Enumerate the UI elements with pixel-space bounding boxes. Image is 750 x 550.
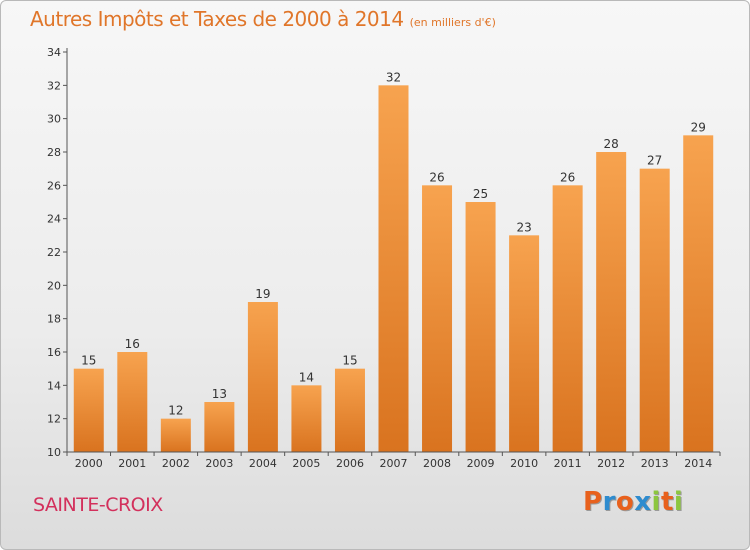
x-tick-label-2007: 2007	[380, 457, 408, 470]
data-label-2006: 15	[342, 354, 357, 368]
bar-2014	[683, 135, 714, 453]
x-tick-label-2008: 2008	[423, 457, 451, 470]
y-tick-label-16: 16	[47, 346, 61, 359]
bar-2010	[509, 235, 540, 452]
y-tick-label-10: 10	[47, 446, 61, 459]
bar-2007	[378, 85, 409, 452]
data-label-2007: 32	[386, 70, 401, 84]
x-tick-label-2013: 2013	[641, 457, 669, 470]
data-label-2001: 16	[125, 337, 140, 351]
commune-name: SAINTE-CROIX	[33, 494, 163, 516]
bars-group: 15 16 12 13 19 14 15 32 26 25 23 26 28 27 29	[73, 70, 714, 453]
data-label-2005: 14	[299, 370, 314, 384]
proxiti-logo: Proxiti	[583, 487, 683, 517]
data-label-2008: 26	[429, 170, 444, 184]
x-tick-label-2002: 2002	[162, 457, 190, 470]
data-label-2012: 28	[604, 137, 619, 151]
data-label-2004: 19	[255, 287, 270, 301]
logo-letter: i	[651, 487, 661, 517]
data-label-2003: 13	[212, 387, 227, 401]
y-tick-label-32: 32	[47, 79, 61, 92]
y-tick-label-30: 30	[47, 113, 61, 126]
x-tick-label-2005: 2005	[292, 457, 320, 470]
y-tick-label-34: 34	[47, 46, 61, 59]
bar-2002	[160, 418, 191, 452]
bar-2008	[422, 185, 453, 453]
logo-letter: i	[673, 487, 684, 517]
y-tick-label-12: 12	[47, 413, 61, 426]
logo-letter: t	[660, 487, 674, 517]
data-label-2009: 25	[473, 187, 488, 201]
x-tick-label-2004: 2004	[249, 457, 277, 470]
chart-title: Autres Impôts et Taxes de 2000 à 2014	[30, 7, 404, 31]
y-tick-label-26: 26	[47, 179, 61, 192]
x-tick-label-2001: 2001	[118, 457, 146, 470]
bar-2011	[552, 185, 583, 453]
chart-header: Autres Impôts et Taxes de 2000 à 2014 (en…	[30, 7, 496, 31]
bar-2012	[596, 152, 627, 452]
x-tick-label-2009: 2009	[467, 457, 495, 470]
chart-unit-note: (en milliers d'€)	[409, 16, 496, 29]
x-tick-label-2006: 2006	[336, 457, 364, 470]
x-tick-label-2010: 2010	[510, 457, 538, 470]
data-label-2000: 15	[81, 354, 96, 368]
bar-2003	[204, 402, 235, 452]
x-tick-label-2011: 2011	[554, 457, 582, 470]
x-tick-label-2014: 2014	[684, 457, 712, 470]
y-tick-label-22: 22	[47, 246, 61, 259]
y-tick-label-24: 24	[47, 213, 61, 226]
bar-2009	[465, 202, 496, 452]
logo-letter: o	[615, 487, 635, 517]
data-label-2013: 27	[647, 154, 662, 168]
data-label-2014: 29	[691, 120, 706, 134]
bar-2004	[247, 302, 278, 452]
logo-letter: P	[583, 487, 603, 517]
x-tick-label-2000: 2000	[75, 457, 103, 470]
y-tick-label-14: 14	[47, 379, 61, 392]
bar-2001	[117, 352, 148, 452]
data-label-2010: 23	[516, 220, 531, 234]
y-tick-label-28: 28	[47, 146, 61, 159]
x-tick-label-2012: 2012	[597, 457, 625, 470]
bar-2006	[334, 368, 365, 452]
logo-letter: x	[634, 487, 652, 517]
logo-letter: r	[602, 487, 616, 517]
bar-2000	[73, 368, 104, 452]
bar-2013	[639, 168, 670, 452]
axes-group: 2000 2001 2002 2003 2004 2005 2006 2007 2008 2009…	[47, 46, 721, 470]
data-label-2002: 12	[168, 404, 183, 418]
x-tick-label-2003: 2003	[205, 457, 233, 470]
data-label-2011: 26	[560, 170, 575, 184]
bar-2005	[291, 385, 322, 452]
y-tick-label-20: 20	[47, 279, 61, 292]
y-tick-label-18: 18	[47, 313, 61, 326]
